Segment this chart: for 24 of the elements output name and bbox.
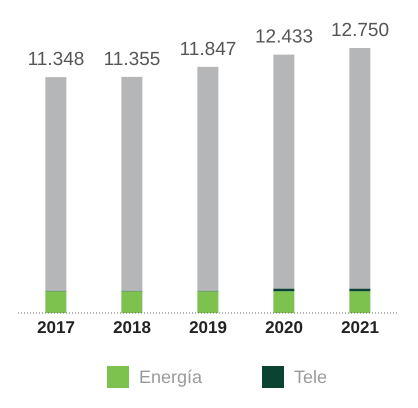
annotation: 12.433 [254,26,314,48]
bar [197,66,218,291]
x-tick-label: 2017 [37,318,75,338]
bar [197,291,218,313]
annotation: 12.750 [330,20,390,41]
x-tick-label: 2020 [265,318,303,338]
bar [349,48,370,289]
bar [121,291,142,313]
annotation: 11.348 [28,49,84,70]
annotation: 11.847 [180,38,236,60]
bar [273,54,294,289]
bar [273,288,294,292]
legend-label: Energía [138,366,202,388]
annotation: 11.355 [104,48,160,70]
bar [349,291,370,313]
bar [121,76,142,291]
x-tick-label: 2019 [189,318,227,338]
bar [349,288,370,292]
legend-label: Tele [294,366,328,388]
x-tick-label: 2021 [341,318,379,338]
bar [45,77,66,291]
bar [273,291,294,313]
bar [45,291,66,313]
x-tick-label: 2018 [113,318,151,338]
